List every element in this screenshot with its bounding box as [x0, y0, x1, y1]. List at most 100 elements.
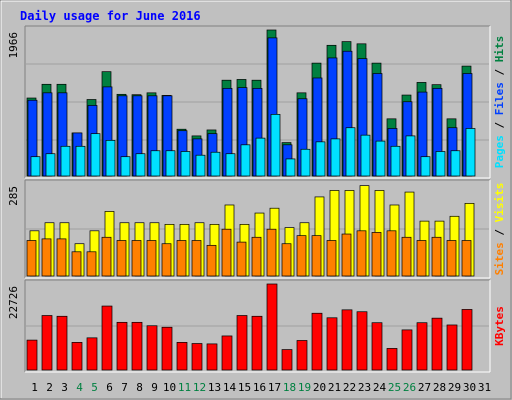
panel-3: 22726 KBytes	[7, 279, 506, 373]
bar-pages	[300, 148, 311, 177]
x-tick-day-2: 2	[46, 381, 53, 394]
bar-kbytes	[236, 315, 248, 371]
x-tick-day-28: 28	[433, 381, 446, 394]
bar-sites	[386, 230, 397, 277]
bar-kbytes	[86, 337, 98, 371]
bar-pages	[105, 140, 116, 177]
bar-kbytes	[161, 326, 173, 371]
bar-pages	[420, 156, 431, 177]
bar-pages	[270, 114, 281, 177]
bar-kbytes	[326, 317, 338, 371]
bar-sites	[266, 228, 277, 277]
x-tick-day-25: 25	[388, 381, 401, 394]
bar-pages	[255, 137, 266, 177]
bar-sites	[446, 240, 457, 277]
bar-sites	[326, 240, 337, 277]
bar-kbytes	[41, 315, 53, 371]
bar-pages	[75, 145, 86, 177]
panel-1: 1966 Pages / Files / Hits	[7, 25, 506, 179]
x-tick-day-9: 9	[151, 381, 158, 394]
bar-sites	[206, 244, 217, 277]
legend-hits: Hits	[493, 36, 506, 63]
bar-pages	[315, 141, 326, 177]
y-axis-max-label: 1966	[7, 32, 20, 59]
bar-kbytes	[101, 305, 113, 371]
bar-pages	[375, 140, 386, 177]
x-tick-day-30: 30	[463, 381, 476, 394]
x-tick-day-5: 5	[91, 381, 98, 394]
bar-kbytes	[71, 342, 83, 371]
bar-sites	[71, 251, 82, 277]
bar-kbytes	[131, 321, 143, 371]
legend-sites: Sites	[493, 242, 506, 275]
x-tick-day-19: 19	[298, 381, 311, 394]
bar-kbytes	[266, 283, 278, 371]
bar-kbytes	[116, 321, 128, 371]
legend-visits: Visits	[493, 183, 506, 223]
bar-kbytes	[341, 309, 353, 371]
bar-kbytes	[431, 317, 443, 371]
y-axis-max-label: 22726	[7, 286, 20, 319]
bar-sites	[86, 251, 97, 277]
x-tick-day-18: 18	[283, 381, 296, 394]
bar-pages	[465, 128, 476, 177]
bar-pages	[30, 156, 41, 177]
bar-pages	[360, 134, 371, 177]
bar-kbytes	[191, 343, 203, 371]
legend-separator: /	[493, 115, 506, 135]
x-tick-day-11: 11	[178, 381, 191, 394]
bar-kbytes	[221, 335, 233, 371]
bar-sites	[146, 240, 157, 277]
x-tick-day-3: 3	[61, 381, 68, 394]
x-tick-day-6: 6	[106, 381, 113, 394]
bar-pages	[60, 145, 71, 177]
bar-sites	[371, 232, 382, 277]
x-tick-day-17: 17	[268, 381, 281, 394]
x-tick-day-29: 29	[448, 381, 461, 394]
x-tick-day-14: 14	[223, 381, 237, 394]
x-tick-day-31: 31	[478, 381, 491, 394]
bar-kbytes	[446, 324, 458, 371]
bar-sites	[356, 230, 367, 277]
bar-pages	[285, 158, 296, 177]
bar-kbytes	[296, 340, 308, 371]
bar-pages	[330, 138, 341, 177]
bar-pages	[345, 127, 356, 177]
chart-panels: 1966 Pages / Files / Hits 285 Sites / Visit…	[7, 25, 506, 373]
x-tick-day-4: 4	[76, 381, 83, 394]
legend-files: Files	[493, 82, 506, 115]
bar-sites	[311, 235, 322, 277]
bar-kbytes	[311, 312, 323, 371]
chart-title: Daily usage for June 2016	[20, 9, 201, 23]
bar-sites	[221, 228, 232, 277]
panel-legend: Sites / Visits	[493, 183, 506, 276]
x-axis-day-labels: 1 2 3 4 5 6 7 8 9 10 11 12 13 14 15 16 17 18 19 20 21 22 23 24 2…	[31, 381, 491, 394]
bar-pages	[120, 156, 131, 177]
bar-kbytes	[416, 322, 428, 371]
bar-kbytes	[386, 348, 398, 371]
bar-pages	[90, 133, 101, 177]
x-tick-day-10: 10	[163, 381, 176, 394]
bar-sites	[296, 235, 307, 277]
bar-pages	[450, 150, 461, 177]
panel-legend: Pages / Files / Hits	[493, 36, 506, 169]
bar-sites	[281, 243, 292, 277]
bar-kbytes	[281, 349, 293, 371]
x-tick-day-20: 20	[313, 381, 326, 394]
x-tick-day-13: 13	[208, 381, 221, 394]
y-axis-max-label: 285	[7, 186, 20, 206]
bar-kbytes	[401, 329, 413, 371]
x-tick-day-27: 27	[418, 381, 431, 394]
bar-kbytes	[176, 342, 188, 371]
bar-kbytes	[356, 311, 368, 371]
x-tick-day-26: 26	[403, 381, 416, 394]
bar-sites	[26, 240, 37, 277]
bar-kbytes	[461, 309, 473, 371]
bar-kbytes	[371, 322, 383, 371]
x-tick-day-12: 12	[193, 381, 206, 394]
bar-pages	[135, 153, 146, 177]
bar-sites	[116, 240, 127, 277]
bar-pages	[150, 150, 161, 177]
